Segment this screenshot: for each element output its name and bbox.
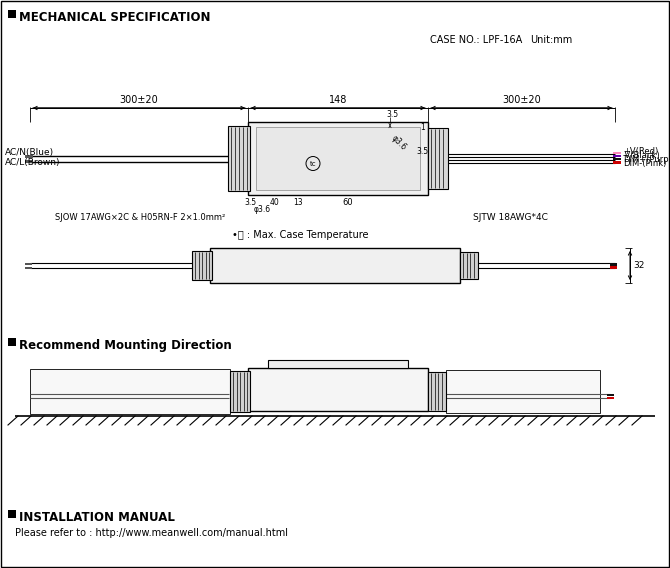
Bar <box>610 263 617 265</box>
Bar <box>228 126 250 191</box>
Bar <box>8 338 16 346</box>
Bar <box>248 122 428 195</box>
Text: AC/N(Blue): AC/N(Blue) <box>5 148 54 157</box>
Bar <box>25 266 32 269</box>
Bar <box>8 10 16 18</box>
Bar <box>25 160 33 162</box>
Bar <box>613 155 621 157</box>
Text: INSTALLATION MANUAL: INSTALLATION MANUAL <box>19 511 175 524</box>
Bar <box>428 128 448 189</box>
Bar <box>610 266 617 269</box>
Bar <box>268 360 408 368</box>
Bar <box>30 369 230 414</box>
Text: DIM+(Purple): DIM+(Purple) <box>623 155 670 164</box>
Text: 40: 40 <box>269 198 279 207</box>
Text: tc: tc <box>310 161 316 166</box>
Text: 300±20: 300±20 <box>120 95 158 105</box>
Bar <box>25 262 32 265</box>
Text: 1: 1 <box>420 123 425 132</box>
Bar <box>230 371 250 412</box>
Bar <box>8 510 16 518</box>
Text: φ3.6: φ3.6 <box>390 134 409 152</box>
Text: •Ⓣ : Max. Case Temperature: •Ⓣ : Max. Case Temperature <box>232 230 368 240</box>
Text: SJTW 18AWG*4C: SJTW 18AWG*4C <box>472 213 547 222</box>
Text: 148: 148 <box>329 95 347 105</box>
Bar <box>25 155 33 157</box>
Bar <box>613 161 621 164</box>
Text: 3.5: 3.5 <box>386 110 398 119</box>
Bar <box>446 370 600 413</box>
Text: Unit:mm: Unit:mm <box>530 35 572 45</box>
Bar <box>613 158 621 160</box>
Text: Recommend Mounting Direction: Recommend Mounting Direction <box>19 339 232 352</box>
Text: CASE NO.: LPF-16A: CASE NO.: LPF-16A <box>430 35 522 45</box>
Bar <box>248 368 428 411</box>
Text: DIM-(Pink): DIM-(Pink) <box>623 159 667 168</box>
Text: -V(Black): -V(Black) <box>623 151 661 160</box>
Text: 3.5: 3.5 <box>244 198 256 207</box>
Text: Please refer to : http://www.meanwell.com/manual.html: Please refer to : http://www.meanwell.co… <box>15 528 288 538</box>
Text: 13: 13 <box>293 198 303 207</box>
Text: AC/L(Brown): AC/L(Brown) <box>5 158 60 167</box>
Bar <box>607 394 614 396</box>
Text: MECHANICAL SPECIFICATION: MECHANICAL SPECIFICATION <box>19 11 210 24</box>
Bar <box>210 248 460 283</box>
Text: 32: 32 <box>633 261 645 270</box>
Bar <box>613 152 621 154</box>
Bar <box>607 396 614 399</box>
Bar <box>192 251 212 280</box>
Bar <box>256 127 420 190</box>
Text: +V(Red): +V(Red) <box>623 147 658 156</box>
Bar <box>428 372 446 411</box>
Bar <box>460 252 478 279</box>
Text: SJOW 17AWG×2C & H05RN-F 2×1.0mm²: SJOW 17AWG×2C & H05RN-F 2×1.0mm² <box>55 213 225 222</box>
Text: 300±20: 300±20 <box>502 95 541 105</box>
Text: φ3.6: φ3.6 <box>253 205 271 214</box>
Text: 60: 60 <box>342 198 353 207</box>
Text: 3.5: 3.5 <box>416 148 428 157</box>
